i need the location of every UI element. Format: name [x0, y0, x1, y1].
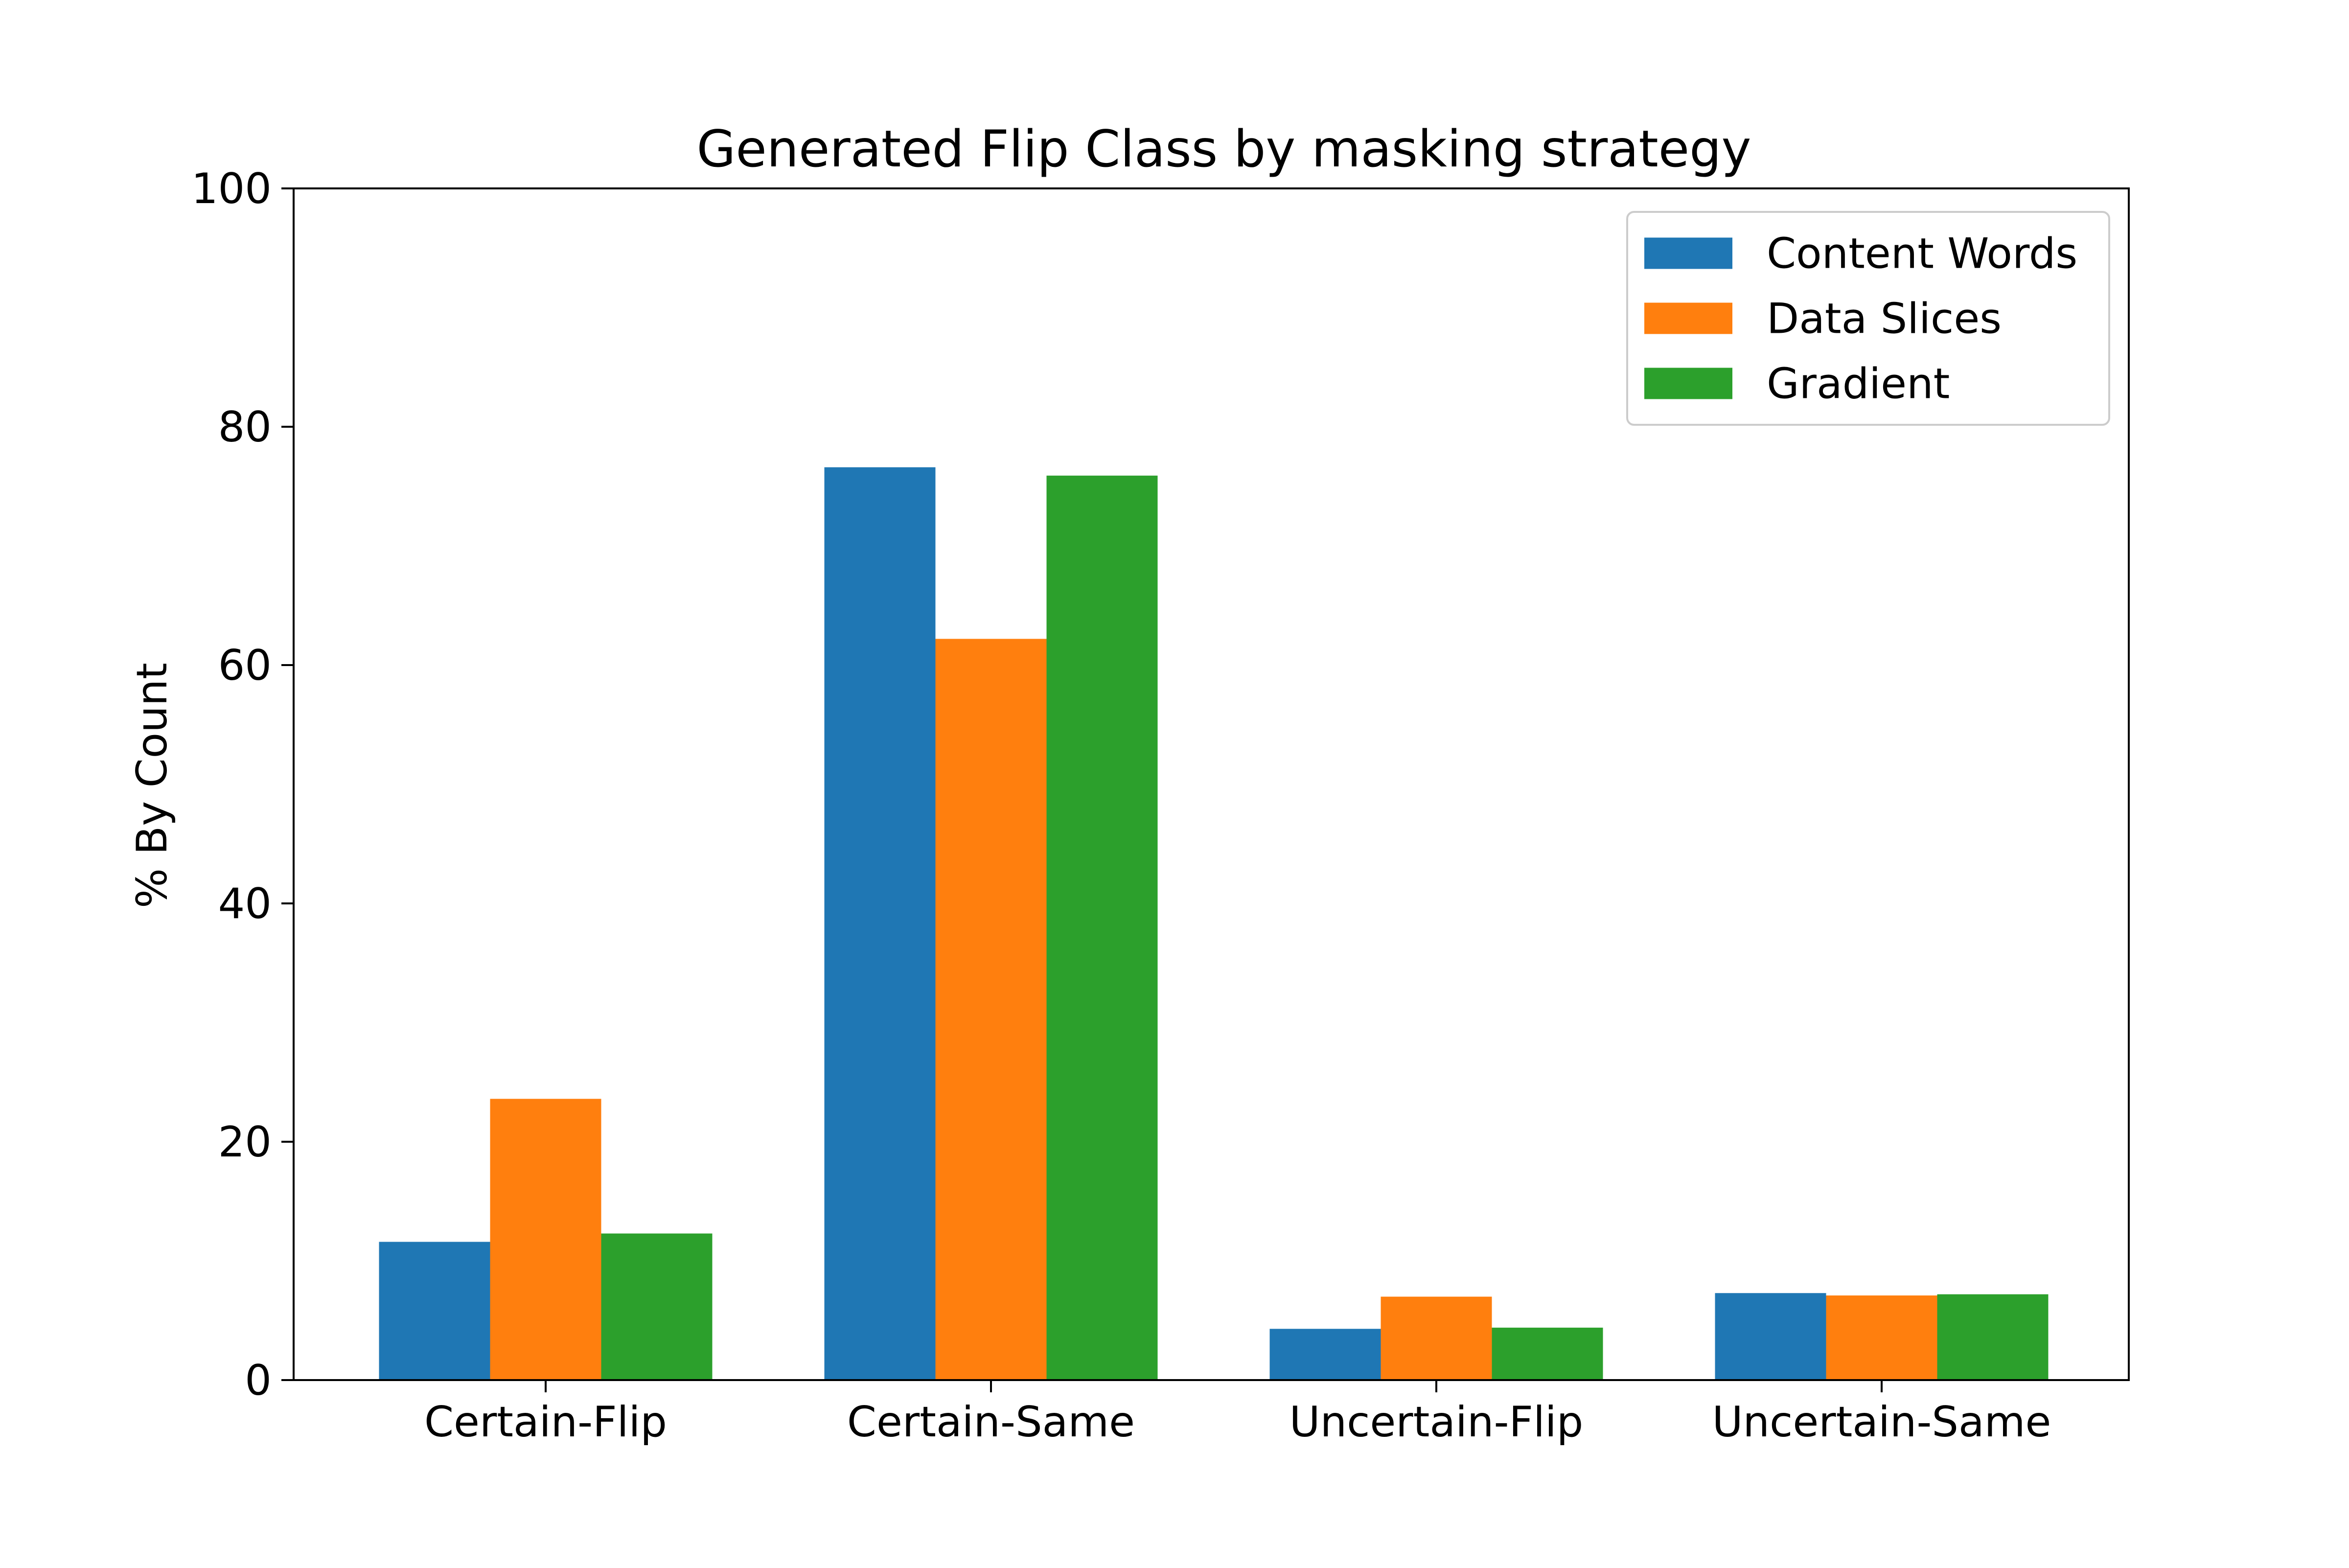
x-tick-label: Certain-Flip — [424, 1398, 667, 1447]
y-tick-label: 80 — [218, 403, 272, 452]
x-tick-label: Uncertain-Flip — [1290, 1398, 1584, 1447]
bar-certain-same-content-words — [824, 467, 936, 1380]
legend-swatch-data-slices — [1644, 302, 1732, 334]
bar-certain-flip-content-words — [379, 1242, 490, 1380]
y-axis-label: % By Count — [128, 663, 177, 908]
legend-label-content-words: Content Words — [1767, 230, 2077, 278]
bar-uncertain-same-data-slices — [1826, 1295, 1937, 1380]
bar-certain-same-gradient — [1046, 475, 1158, 1381]
legend-box — [1626, 211, 2110, 426]
legend-swatch-content-words — [1644, 237, 1732, 269]
y-tick-label: 100 — [191, 164, 272, 213]
axes-layer: 0 20 40 60 80 100 Certain-Flip Certain-Same Unce… — [191, 164, 2130, 1447]
chart-title: Generated Flip Class by masking strategy — [697, 120, 1751, 179]
legend: Content Words Data Slices Gradient — [1626, 211, 2110, 426]
bar-certain-same-data-slices — [935, 639, 1047, 1380]
bar-uncertain-flip-gradient — [1492, 1327, 1603, 1380]
bar-uncertain-same-content-words — [1715, 1293, 1826, 1380]
bars-layer — [379, 467, 2049, 1381]
x-tick-label: Uncertain-Same — [1712, 1398, 2051, 1447]
bar-uncertain-flip-content-words — [1269, 1329, 1381, 1380]
bar-certain-flip-gradient — [601, 1233, 713, 1380]
plot-frame — [293, 187, 2130, 1381]
bar-certain-flip-data-slices — [490, 1099, 601, 1380]
legend-swatch-gradient — [1644, 368, 1732, 399]
legend-label-gradient: Gradient — [1767, 360, 1950, 409]
legend-label-data-slices: Data Slices — [1767, 295, 2002, 344]
bar-uncertain-same-gradient — [1937, 1294, 2049, 1380]
y-tick-label: 20 — [218, 1118, 272, 1167]
y-tick-label: 60 — [218, 641, 272, 690]
x-tick-label: Certain-Same — [847, 1398, 1135, 1447]
y-tick-label: 0 — [245, 1356, 272, 1405]
bar-uncertain-flip-data-slices — [1381, 1296, 1492, 1380]
y-tick-label: 40 — [218, 879, 272, 928]
